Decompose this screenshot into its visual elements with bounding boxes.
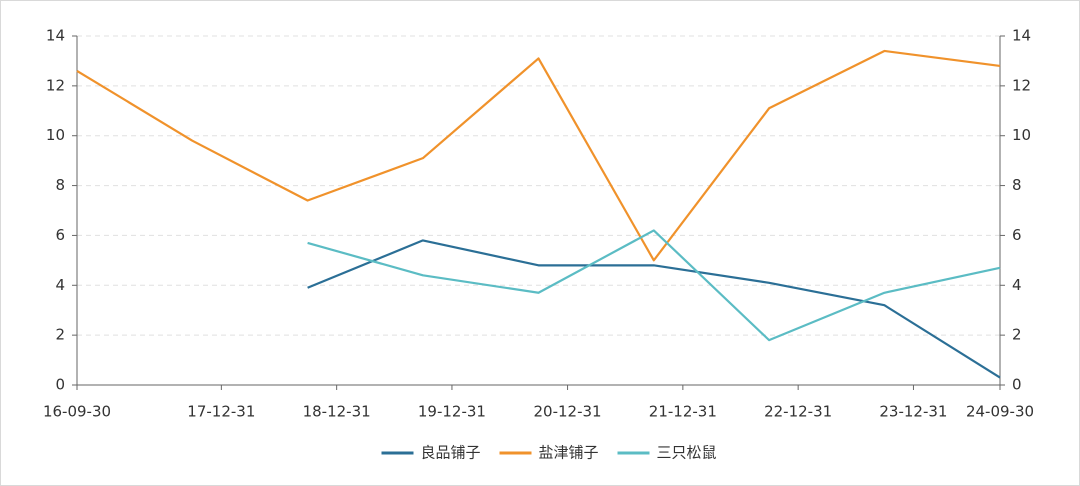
y-tick-label: 12 — [46, 76, 65, 94]
y2-tick-label: 10 — [1012, 126, 1031, 144]
x-tick-label: 17-12-31 — [187, 403, 255, 421]
y-tick-label: 4 — [55, 276, 65, 294]
y-tick-label: 2 — [55, 326, 65, 344]
y2-tick-label: 0 — [1012, 376, 1022, 394]
series-line — [307, 229, 1001, 342]
y-tick-label: 6 — [55, 226, 65, 244]
x-tick-label: 23-12-31 — [879, 403, 947, 421]
y2-tick-label: 2 — [1012, 326, 1022, 344]
y2-tick-label: 12 — [1012, 76, 1031, 94]
series-line — [307, 239, 1001, 379]
x-tick-label: 21-12-31 — [649, 403, 717, 421]
y-tick-label: 8 — [55, 176, 65, 194]
legend-label: 三只松鼠 — [657, 444, 717, 462]
x-tick-label: 16-09-30 — [43, 403, 111, 421]
series-line — [76, 49, 1001, 262]
x-tick-label: 19-12-31 — [418, 403, 486, 421]
y-tick-label: 10 — [46, 126, 65, 144]
y2-tick-label: 6 — [1012, 226, 1022, 244]
y2-tick-label: 14 — [1012, 27, 1031, 45]
y2-tick-label: 4 — [1012, 276, 1022, 294]
legend-label: 盐津铺子 — [539, 444, 599, 462]
y-tick-label: 14 — [46, 27, 65, 45]
x-tick-label: 18-12-31 — [303, 403, 371, 421]
legend-label: 良品铺子 — [421, 444, 481, 462]
x-tick-label: 22-12-31 — [764, 403, 832, 421]
y2-tick-label: 8 — [1012, 176, 1022, 194]
x-tick-label: 20-12-31 — [534, 403, 602, 421]
y-tick-label: 0 — [55, 376, 65, 394]
x-tick-label: 24-09-30 — [966, 403, 1034, 421]
